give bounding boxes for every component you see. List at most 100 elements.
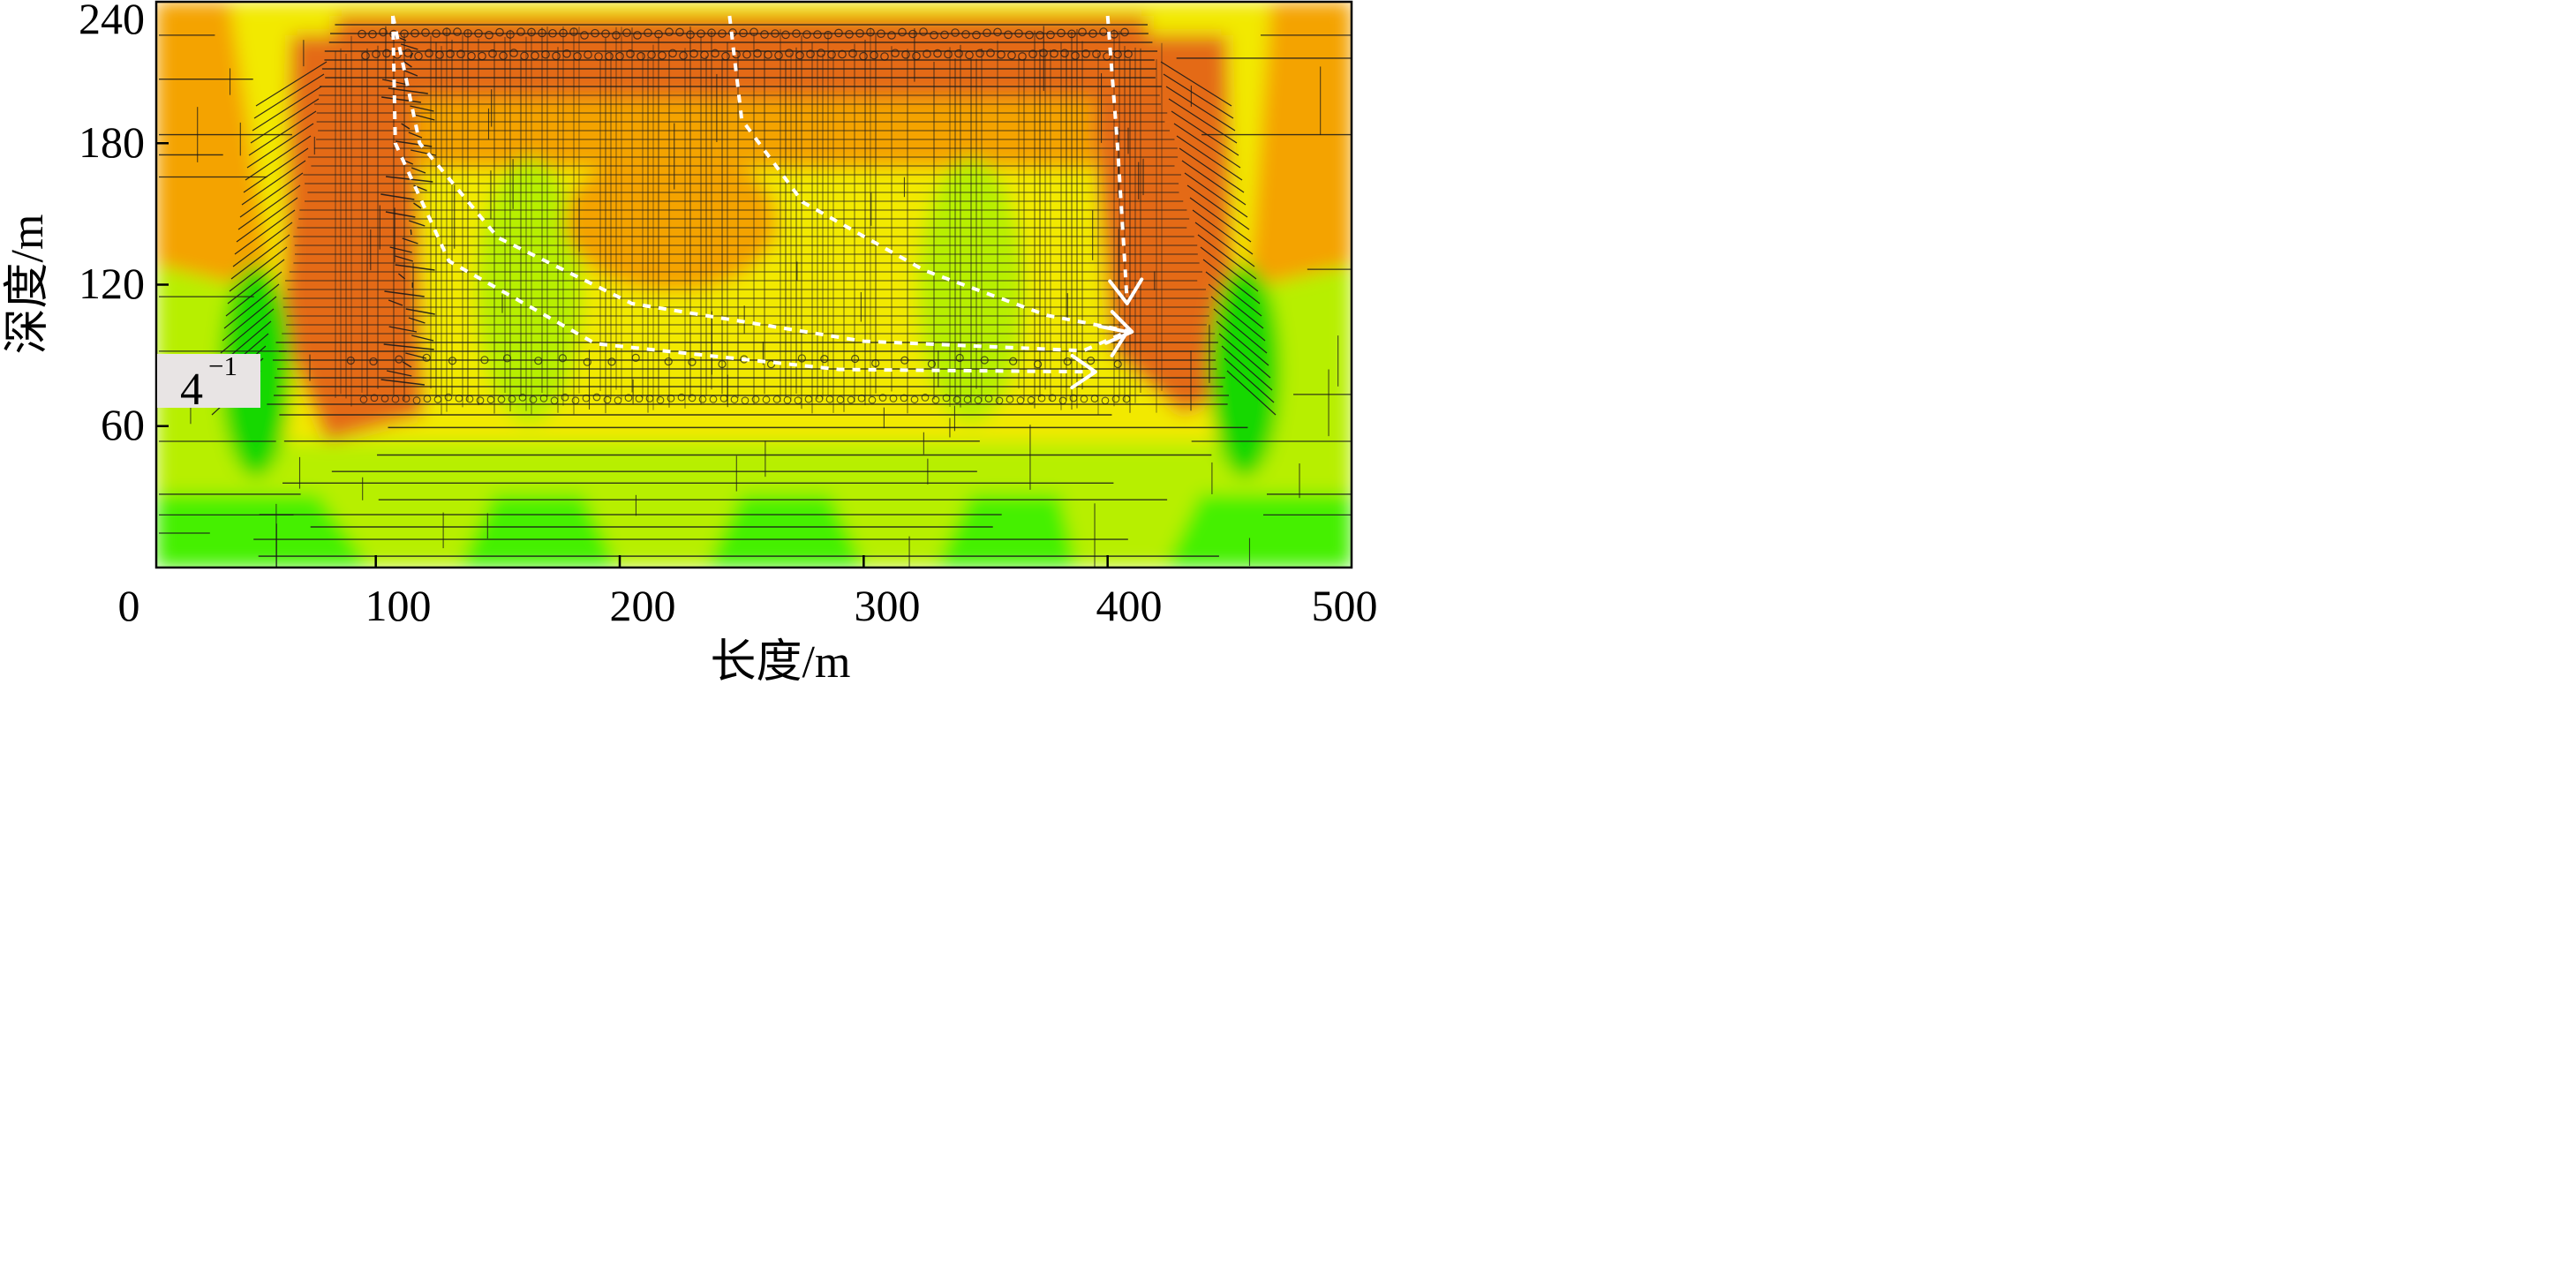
fracture-block <box>719 395 728 402</box>
fracture-block <box>631 353 640 362</box>
fracture-block <box>612 31 621 40</box>
fracture-block <box>1009 357 1018 365</box>
plot-area <box>154 0 1353 569</box>
fracture-block <box>792 29 801 38</box>
y-tick-labels: 60 120 180 240 <box>79 0 145 449</box>
fracture-left-hanging <box>413 202 422 209</box>
x-tick-label-300: 300 <box>855 581 921 630</box>
fracture-block <box>506 30 515 39</box>
fracture-block <box>584 50 592 59</box>
fracture-block <box>868 395 877 404</box>
fracture-block <box>824 30 832 40</box>
x-tick-labels: 0 100 200 300 400 500 <box>118 581 1378 630</box>
fracture-slope-right <box>1179 147 1245 193</box>
fracture-block <box>647 50 656 59</box>
fracture-block <box>635 395 644 402</box>
fracture-block <box>527 27 536 37</box>
fracture-block <box>380 395 389 402</box>
axis-ticks <box>156 142 1109 568</box>
fracture-slope-right <box>1216 320 1269 366</box>
fracture-block <box>1018 52 1027 61</box>
fracture-block <box>838 49 847 59</box>
y-tick-label-180: 180 <box>79 117 145 167</box>
field-region-10 <box>282 35 424 441</box>
fracture-block <box>847 395 855 404</box>
fracture-block <box>433 395 442 403</box>
fracture-left-hanging <box>411 335 434 342</box>
fracture-block <box>382 49 391 58</box>
fracture-block <box>855 29 864 38</box>
fracture-block <box>741 396 749 405</box>
fracture-block <box>395 355 403 364</box>
fracture-left-hanging <box>388 87 428 94</box>
fracture-left-hanging <box>381 96 422 103</box>
flow-paths <box>391 15 1144 390</box>
fracture-slope-left <box>245 135 312 181</box>
fracture-slope-right <box>1171 110 1239 156</box>
fracture-left-hanging <box>402 237 418 244</box>
fracture-block <box>889 395 898 402</box>
fracture-block <box>993 27 1002 37</box>
fracture-block <box>984 395 993 402</box>
fracture-block <box>910 395 919 403</box>
fracture-left-hanging <box>388 326 418 333</box>
fracture-block <box>561 393 569 402</box>
fracture-slope-left <box>248 110 317 156</box>
fracture-slope-left <box>255 61 328 107</box>
fracture-block <box>908 29 917 39</box>
fracture-block <box>834 28 843 38</box>
x-tick-label-0: 0 <box>118 581 140 630</box>
fracture-block <box>654 29 663 39</box>
fracture-block <box>622 28 631 37</box>
fracture-block <box>707 28 716 38</box>
flow-path-1 <box>391 15 1128 353</box>
fracture-block <box>558 354 567 363</box>
fracture-block <box>980 356 989 365</box>
fracture-block <box>1004 30 1013 40</box>
fracture-block <box>877 29 885 38</box>
fracture-slope-right <box>1186 184 1250 230</box>
flow-path-3 <box>391 15 1096 374</box>
fracture-block <box>718 359 727 369</box>
fracture-block <box>571 396 580 405</box>
fracture-left-hanging <box>402 361 412 368</box>
fracture-block <box>446 49 455 58</box>
fracture-block <box>753 49 762 58</box>
field-region-13 <box>415 97 1095 168</box>
fracture-block <box>1036 31 1044 40</box>
fracture-slope-left <box>227 259 285 305</box>
fracture-block <box>592 393 601 402</box>
fracture-block <box>963 395 972 404</box>
fracture-block <box>785 49 794 58</box>
field-region-12 <box>335 16 1148 97</box>
stage-label-box <box>157 354 260 408</box>
fracture-block <box>912 51 921 61</box>
x-axis-title: 长度/m <box>711 637 851 686</box>
fracture-block <box>403 49 412 57</box>
fracture-block <box>359 395 368 403</box>
fracture-block <box>603 395 612 404</box>
fracture-left-hanging <box>405 308 435 315</box>
x-tick-label-200: 200 <box>610 581 676 630</box>
fracture-block <box>1028 49 1037 58</box>
fracture-block <box>485 30 493 40</box>
stage-label-base: 4 <box>180 365 203 415</box>
fracture-block <box>955 353 964 363</box>
stage-label: 4 −1 <box>157 350 260 415</box>
fracture-slope-left <box>223 283 280 329</box>
fracture-block <box>1103 52 1111 61</box>
fracture-slope-left <box>237 184 301 230</box>
fracture-block <box>859 51 868 61</box>
fracture-block <box>1090 395 1099 402</box>
fracture-block <box>848 49 857 58</box>
fracture-block <box>624 394 633 402</box>
fracture-block <box>900 356 909 365</box>
y-tick-label-240: 240 <box>79 0 145 43</box>
fracture-block <box>898 27 907 37</box>
field-region-19 <box>1209 265 1280 477</box>
fracture-block <box>411 28 419 38</box>
fracture-block <box>423 395 432 403</box>
fracture-block <box>927 359 937 369</box>
fracture-block <box>1124 49 1133 59</box>
fracture-block <box>931 395 940 404</box>
